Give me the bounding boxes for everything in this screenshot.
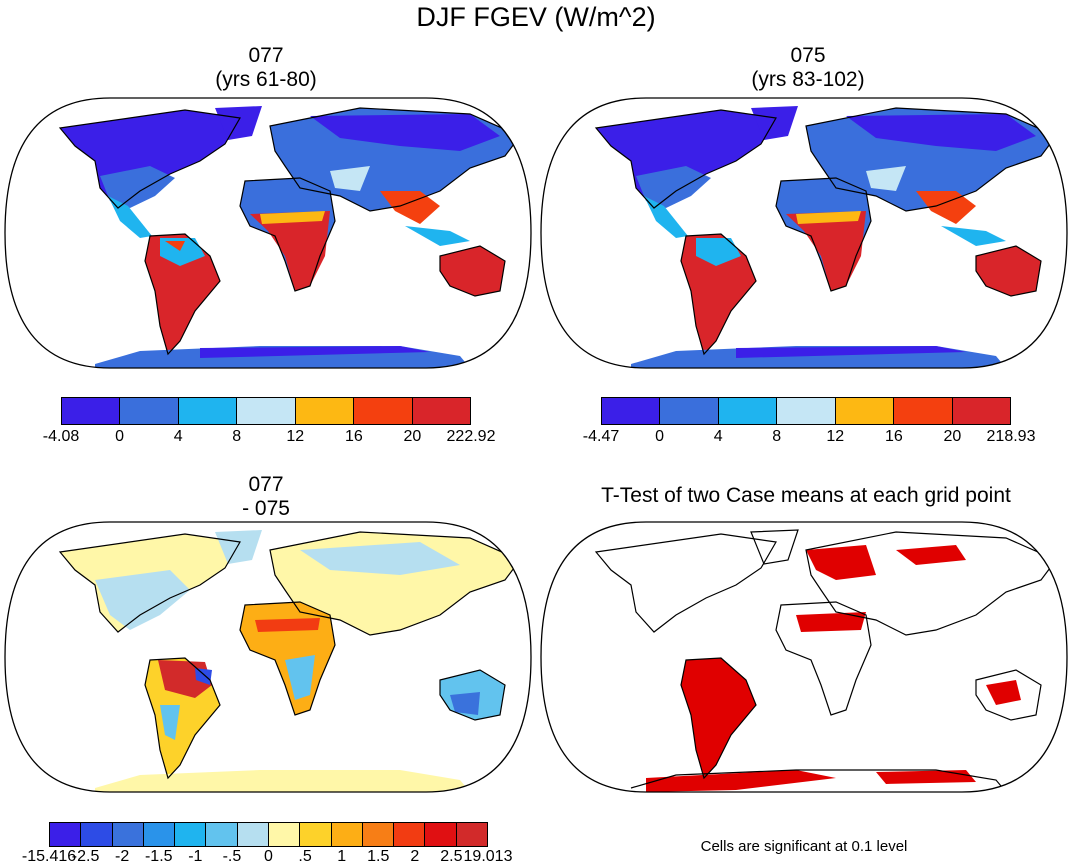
panel2-title-years: (yrs 83-102) — [751, 68, 865, 91]
cb1-tick-label: 12 — [286, 428, 305, 445]
panel1-title-case: 077 — [248, 44, 284, 67]
panel2-title: 075 (yrs 83-102) — [708, 44, 908, 92]
cb3-swatch — [331, 823, 363, 846]
cb3-swatch — [394, 823, 426, 846]
cb3-tick-label: -1 — [188, 848, 203, 865]
cb3-tick-label: .5 — [298, 848, 312, 865]
cb2-swatch — [602, 398, 661, 424]
cb3-tick-label: -1.5 — [144, 848, 173, 865]
cb3-tick-label: 1 — [337, 848, 347, 865]
cb3-tick-label: 1.5 — [367, 848, 390, 865]
colorbar-panel3 — [49, 822, 488, 847]
cb3-tick-label: -2.5 — [71, 848, 100, 865]
cb3-swatch — [237, 823, 269, 846]
cb1-tick-label: 16 — [344, 428, 363, 445]
panel2-title-case: 075 — [790, 44, 826, 67]
colorbar-panel1 — [61, 397, 471, 425]
cb1-swatch — [295, 398, 355, 424]
cb2-tick-label: 4 — [713, 428, 723, 445]
cb2-tick-label: 12 — [826, 428, 845, 445]
cb1-tick-label: -4.08 — [42, 428, 80, 445]
map-panel-difference — [4, 521, 532, 793]
cb3-tick-label: -.5 — [222, 848, 242, 865]
cb3-tick-label: 2 — [410, 848, 420, 865]
significance-note: Cells are significant at 0.1 level — [700, 838, 908, 855]
cb2-swatch — [660, 398, 719, 424]
map-panel-ttest — [540, 521, 1068, 793]
cb2-tick-label: 0 — [655, 428, 665, 445]
cb3-swatch — [425, 823, 457, 846]
cb3-swatch — [268, 823, 301, 846]
cb3-tick-label: 19.013 — [463, 848, 513, 865]
panel1-title-years: (yrs 61-80) — [215, 68, 317, 91]
cb2-tick-label: -4.47 — [582, 428, 620, 445]
cb2-swatch — [718, 398, 778, 424]
panel4-title: T-Test of two Case means at each grid po… — [601, 484, 1011, 507]
cb3-swatch — [362, 823, 395, 846]
cb1-tick-label: 8 — [232, 428, 242, 445]
cb2-swatch — [952, 398, 1010, 424]
cb2-swatch — [835, 398, 895, 424]
cb1-swatch — [237, 398, 296, 424]
cb3-swatch — [50, 823, 82, 846]
cb3-tick-label: -15.416 — [21, 848, 77, 865]
cb3-swatch — [81, 823, 113, 846]
cb1-swatch — [178, 398, 238, 424]
panel3-title-case: 077 — [248, 473, 284, 496]
map-panel-075 — [540, 97, 1068, 369]
cb1-tick-label: 0 — [115, 428, 125, 445]
panel1-title: 077 (yrs 61-80) — [166, 44, 366, 92]
cb3-swatch — [175, 823, 207, 846]
cb1-swatch — [412, 398, 470, 424]
cb3-swatch — [456, 823, 487, 846]
cb2-tick-label: 218.93 — [986, 428, 1036, 445]
cb2-tick-label: 8 — [772, 428, 782, 445]
cb1-swatch — [120, 398, 179, 424]
cb1-swatch — [62, 398, 121, 424]
cb1-tick-label: 4 — [173, 428, 183, 445]
panel3-title-diff: - 075 — [242, 497, 290, 520]
cb3-tick-label: 2.5 — [440, 848, 463, 865]
cb2-swatch — [894, 398, 953, 424]
cb2-tick-label: 16 — [884, 428, 903, 445]
cb1-tick-label: 20 — [403, 428, 422, 445]
cb2-swatch — [777, 398, 836, 424]
cb3-swatch — [112, 823, 144, 846]
panel3-title: 077 - 075 — [166, 473, 366, 521]
colorbar-panel2 — [601, 397, 1011, 425]
figure-title: DJF FGEV (W/m^2) — [416, 2, 656, 32]
cb3-swatch — [300, 823, 332, 846]
cb1-swatch — [354, 398, 413, 424]
cb2-tick-label: 20 — [943, 428, 962, 445]
cb3-swatch — [143, 823, 176, 846]
cb3-tick-label: -2 — [115, 848, 130, 865]
map-panel-077 — [4, 97, 532, 369]
cb3-tick-label: 0 — [264, 848, 273, 865]
cb3-swatch — [206, 823, 238, 846]
cb1-tick-label: 222.92 — [446, 428, 496, 445]
